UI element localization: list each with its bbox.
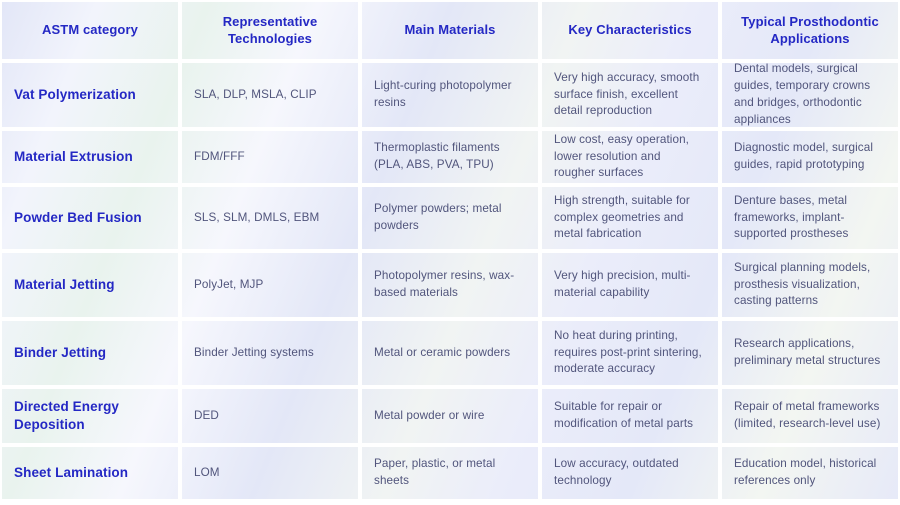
cell-materials: Polymer powders; metal powders — [362, 187, 538, 249]
cell-applications: Diagnostic model, surgical guides, rapid… — [722, 131, 898, 183]
cell-technologies: PolyJet, MJP — [182, 253, 358, 317]
row-category: Material Jetting — [2, 253, 178, 317]
col-header-main-materials: Main Materials — [362, 2, 538, 59]
col-header-astm-category: ASTM category — [2, 2, 178, 59]
row-category: Powder Bed Fusion — [2, 187, 178, 249]
cell-characteristics: Very high accuracy, smooth surface finis… — [542, 63, 718, 127]
cell-characteristics: No heat during printing, requires post-p… — [542, 321, 718, 385]
row-category: Vat Polymerization — [2, 63, 178, 127]
col-header-key-characteristics: Key Characteristics — [542, 2, 718, 59]
cell-technologies: SLA, DLP, MSLA, CLIP — [182, 63, 358, 127]
cell-applications: Surgical planning models, prosthesis vis… — [722, 253, 898, 317]
cell-technologies: Binder Jetting systems — [182, 321, 358, 385]
row-category: Sheet Lamination — [2, 447, 178, 499]
cell-materials: Light-curing photopolymer resins — [362, 63, 538, 127]
cell-characteristics: High strength, suitable for complex geom… — [542, 187, 718, 249]
cell-technologies: LOM — [182, 447, 358, 499]
cell-applications: Research applications, preliminary metal… — [722, 321, 898, 385]
cell-applications: Education model, historical references o… — [722, 447, 898, 499]
cell-applications: Denture bases, metal frameworks, implant… — [722, 187, 898, 249]
cell-materials: Metal powder or wire — [362, 389, 538, 443]
col-header-typical-prosthodontic-applications: Typical Prosthodontic Applications — [722, 2, 898, 59]
row-category: Binder Jetting — [2, 321, 178, 385]
cell-applications: Repair of metal frameworks (limited, res… — [722, 389, 898, 443]
cell-materials: Thermoplastic filaments (PLA, ABS, PVA, … — [362, 131, 538, 183]
cell-technologies: FDM/FFF — [182, 131, 358, 183]
cell-technologies: DED — [182, 389, 358, 443]
cell-characteristics: Low cost, easy operation, lower resoluti… — [542, 131, 718, 183]
cell-characteristics: Suitable for repair or modification of m… — [542, 389, 718, 443]
cell-technologies: SLS, SLM, DMLS, EBM — [182, 187, 358, 249]
cell-materials: Metal or ceramic powders — [362, 321, 538, 385]
cell-materials: Paper, plastic, or metal sheets — [362, 447, 538, 499]
row-category: Material Extrusion — [2, 131, 178, 183]
cell-characteristics: Very high precision, multi-material capa… — [542, 253, 718, 317]
row-category: Directed Energy Deposition — [2, 389, 178, 443]
cell-applications: Dental models, surgical guides, temporar… — [722, 62, 898, 127]
cell-materials: Photopolymer resins, wax-based materials — [362, 253, 538, 317]
col-header-representative-technologies: Representative Technologies — [182, 2, 358, 59]
cell-characteristics: Low accuracy, outdated technology — [542, 447, 718, 499]
